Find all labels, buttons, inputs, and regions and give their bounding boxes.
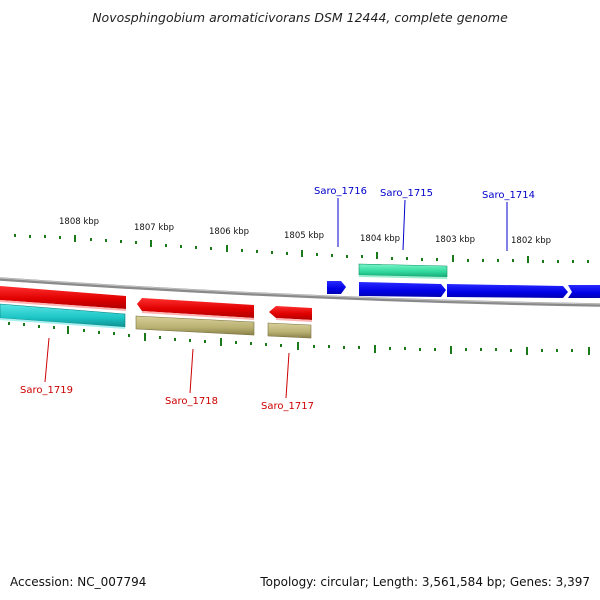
gene-saro-1717[interactable] [269,306,312,322]
gene-label-saro-1715: Saro_1715 [380,188,433,199]
gene-saro-1718[interactable] [137,298,254,320]
gene-label-saro-1717: Saro_1717 [261,401,314,412]
accession-text: Accession: NC_007794 [10,575,147,589]
gene-saro-1715[interactable] [359,282,446,297]
gene-label-saro-1718: Saro_1718 [165,396,218,407]
gene-leader-lines [44,198,508,399]
rna-feature-olive-2[interactable] [267,322,312,339]
kbp-label-1804: 1804 kbp [360,234,400,244]
topology-text: Topology: circular; Length: 3,561,584 bp… [260,575,590,589]
gene-labels: Saro_1716 Saro_1715 Saro_1714 Saro_1719 … [20,186,535,412]
kbp-label-1802: 1802 kbp [511,236,551,246]
rna-feature-olive-1[interactable] [135,315,255,336]
upper-tick-ring [14,234,589,263]
kbp-label-1806: 1806 kbp [209,227,249,237]
lower-tick-ring [8,322,590,355]
gene-saro-1714[interactable] [447,284,600,298]
rna-feature-cyan[interactable] [0,303,126,329]
kbp-label-1808: 1808 kbp [59,217,99,227]
gene-saro-1719[interactable] [0,286,126,311]
kbp-label-1805: 1805 kbp [284,231,324,241]
kbp-label-1803: 1803 kbp [435,235,475,245]
kbp-labels: 1808 kbp 1807 kbp 1806 kbp 1805 kbp 1804… [59,217,551,246]
gene-label-saro-1714: Saro_1714 [482,190,535,201]
gene-label-saro-1716: Saro_1716 [314,186,367,197]
gene-saro-1716[interactable] [327,281,346,294]
genome-backbone [0,277,600,307]
rna-feature-forward[interactable] [358,263,448,279]
gene-label-saro-1719: Saro_1719 [20,385,73,396]
genome-title: Novosphingobium aromaticivorans DSM 1244… [92,10,508,25]
kbp-label-1807: 1807 kbp [134,223,174,233]
